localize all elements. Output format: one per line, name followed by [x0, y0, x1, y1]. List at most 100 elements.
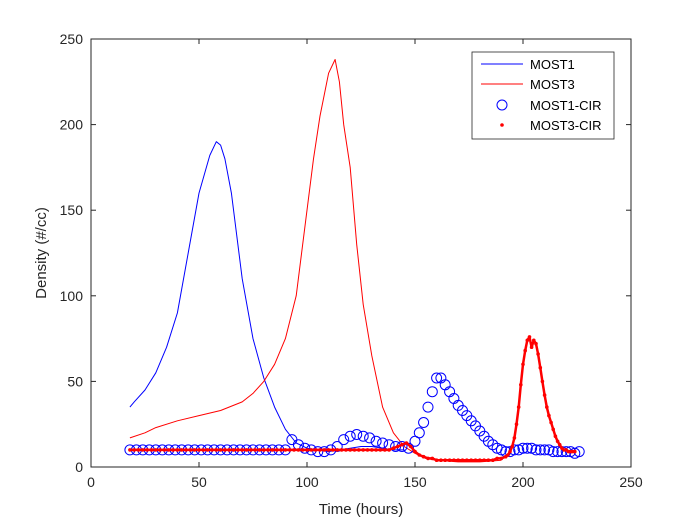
- point-most3-cir: [391, 446, 396, 451]
- point-most1-cir: [530, 444, 542, 456]
- point-most3-cir: [478, 458, 482, 463]
- point-most1-cir: [318, 446, 330, 458]
- point-most1-cir: [504, 446, 516, 458]
- point-most3-cir: [305, 448, 309, 452]
- point-most3-cir: [361, 448, 366, 452]
- point-most3-cir: [547, 413, 551, 418]
- point-most3-cir: [421, 454, 426, 459]
- legend-label-most1: MOST1: [530, 57, 575, 72]
- point-most1-cir: [299, 442, 311, 454]
- point-most3-cir: [322, 448, 327, 452]
- point-most3-cir: [158, 448, 162, 452]
- point-most3-cir: [270, 448, 275, 452]
- point-most1-cir: [526, 442, 538, 454]
- point-most3-cir: [536, 352, 540, 356]
- point-most3-cir: [365, 448, 370, 452]
- x-axis-label: Time (hours): [319, 501, 403, 518]
- point-most3-cir: [279, 448, 283, 452]
- point-most3-cir: [527, 335, 532, 339]
- point-most1-cir: [539, 444, 551, 456]
- point-most3-cir: [499, 456, 504, 461]
- series-line-most3: [129, 59, 502, 463]
- point-most3-cir: [309, 448, 314, 452]
- point-most3-cir: [387, 448, 391, 452]
- point-most3-cir: [192, 448, 197, 452]
- point-most3-cir: [553, 434, 558, 439]
- point-most3-cir: [395, 444, 400, 449]
- point-most3-cir: [331, 448, 335, 452]
- point-most1-cir: [312, 446, 324, 458]
- point-most3-cir: [262, 448, 266, 452]
- point-most1-cir: [370, 435, 382, 447]
- point-most3-cir: [162, 448, 167, 452]
- point-most3-cir: [542, 393, 547, 397]
- point-most3-cir: [519, 383, 523, 387]
- point-most3-cir: [352, 448, 357, 452]
- point-most3-cir: [218, 448, 223, 452]
- point-most3-cir: [532, 338, 536, 343]
- axis-ticks: 0 50 100 150 200 250 0 50 100 150 200 250: [60, 31, 643, 490]
- point-most3-cir: [236, 448, 240, 452]
- point-most3-cir: [231, 448, 236, 452]
- legend-label-most3-cir: MOST3-CIR: [530, 118, 602, 133]
- point-most3-cir: [179, 448, 184, 452]
- point-most3-cir: [266, 448, 270, 452]
- point-most3-cir: [383, 448, 387, 452]
- point-most3-cir: [534, 341, 538, 346]
- y-tick-label: 250: [60, 31, 84, 47]
- point-most3-cir: [482, 458, 486, 463]
- point-most3-cir: [313, 448, 318, 452]
- legend-label-most3: MOST3: [530, 77, 575, 92]
- point-most3-cir: [443, 458, 448, 463]
- point-most1-cir: [418, 417, 430, 428]
- point-most3-cir: [469, 458, 474, 463]
- point-most1-cir: [338, 434, 350, 446]
- point-most3-cir: [145, 448, 149, 452]
- y-tick-label: 0: [75, 459, 83, 475]
- point-most3-cir: [523, 348, 527, 353]
- point-most3-cir: [400, 442, 404, 447]
- point-most3-cir: [214, 448, 219, 452]
- point-most3-cir: [510, 444, 514, 449]
- point-most3-cir: [456, 458, 461, 463]
- point-most3-cir: [370, 448, 374, 452]
- point-most3-cir: [573, 449, 577, 454]
- point-most3-cir: [521, 362, 525, 367]
- x-tick-label: 50: [191, 474, 207, 490]
- point-most3-cir: [149, 448, 154, 452]
- x-tick-label: 250: [619, 474, 643, 490]
- point-most3-cir: [549, 420, 553, 425]
- point-most3-cir: [175, 448, 180, 452]
- point-most3-cir: [357, 448, 361, 452]
- point-most3-cir: [516, 405, 521, 409]
- point-most3-cir: [167, 448, 171, 452]
- point-most1-cir: [552, 446, 564, 458]
- point-most1-cir: [377, 437, 389, 449]
- point-most3-cir: [404, 441, 409, 445]
- y-tick-label: 200: [60, 117, 84, 133]
- point-most1-cir: [364, 432, 376, 444]
- point-most3-cir: [555, 439, 560, 444]
- point-most3-cir: [538, 365, 543, 370]
- legend-label-most1-cir: MOST1-CIR: [530, 98, 602, 113]
- point-most3-cir: [296, 448, 301, 452]
- point-most3-cir: [205, 448, 210, 452]
- point-most3-cir: [374, 448, 378, 452]
- x-tick-label: 0: [87, 474, 95, 490]
- point-most3-cir: [223, 448, 227, 452]
- point-most3-cir: [514, 422, 519, 427]
- point-most3-cir: [408, 444, 413, 449]
- point-most3-cir: [287, 448, 292, 452]
- point-most3-cir: [132, 448, 136, 452]
- point-most3-cir: [426, 456, 430, 461]
- point-most3-cir: [210, 448, 214, 452]
- x-tick-label: 150: [403, 474, 427, 490]
- point-most3-cir: [378, 448, 383, 452]
- point-most3-cir: [292, 448, 296, 452]
- y-axis-label: Density (#/cc): [33, 207, 50, 299]
- point-most3-cir: [227, 448, 231, 452]
- point-most1-cir: [422, 401, 434, 413]
- point-most1-cir: [569, 447, 581, 459]
- point-most3-cir: [154, 448, 158, 452]
- point-most3-cir: [413, 449, 417, 454]
